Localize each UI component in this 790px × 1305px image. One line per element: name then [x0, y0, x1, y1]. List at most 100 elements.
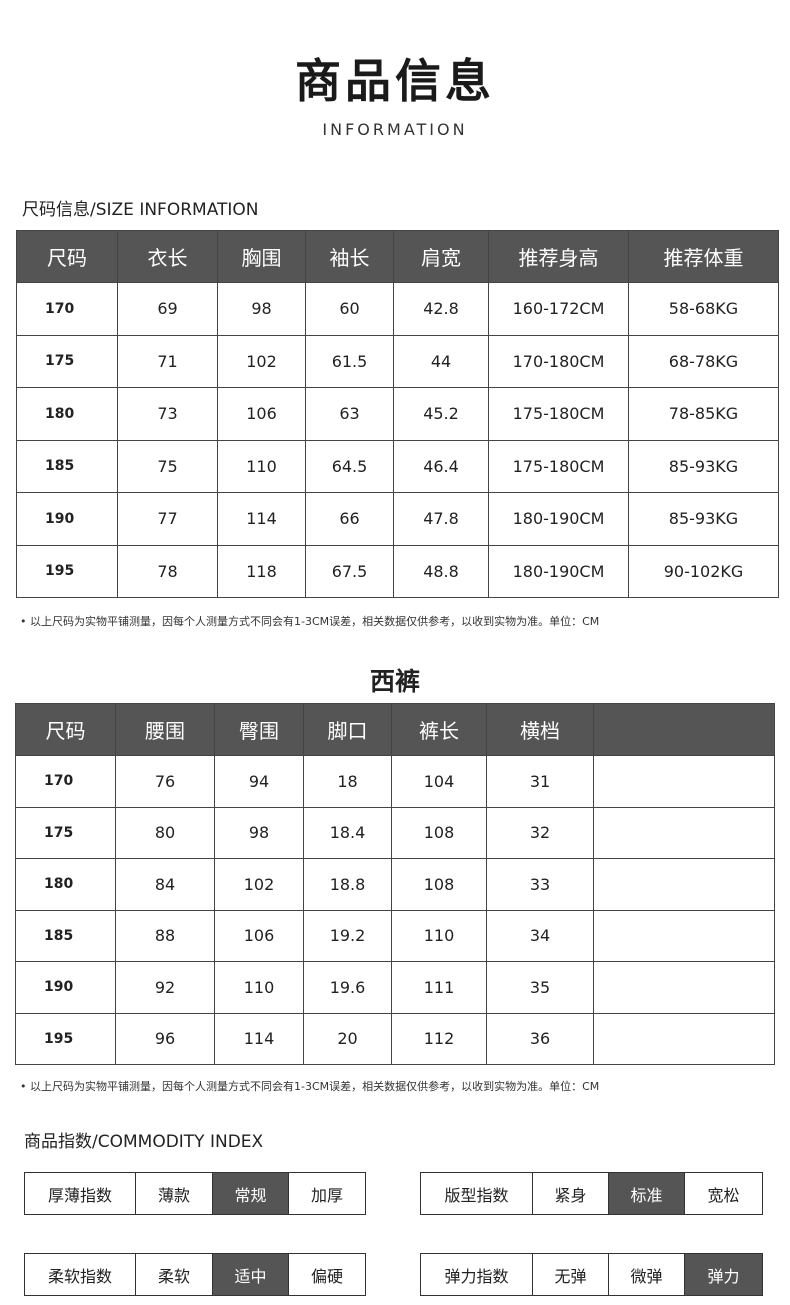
column-header: 臀围 [214, 703, 304, 756]
table-row: 190 77 114 66 47.8 180-190CM 85-93KG [16, 492, 779, 546]
column-header: 衣长 [117, 230, 218, 283]
table-cell: 180-190CM [488, 544, 629, 598]
table-cell: 96 [115, 1012, 215, 1065]
index-scale: 版型指数 紧身 标准 宽松 [420, 1172, 763, 1215]
table-cell: 114 [217, 492, 306, 546]
index-option: 无弹 [533, 1254, 609, 1295]
table-cell: 84 [115, 858, 215, 911]
table-row: 175 71 102 61.5 44 170-180CM 68-78KG [16, 334, 779, 388]
table-cell: 20 [303, 1012, 392, 1065]
column-header: 横档 [486, 703, 594, 756]
table-row: 170 69 98 60 42.8 160-172CM 58-68KG [16, 282, 779, 336]
index-option-selected: 标准 [609, 1173, 685, 1214]
table-cell: 80 [115, 806, 215, 859]
table-cell: 175-180CM [488, 439, 629, 493]
table-cell [593, 961, 775, 1014]
index-label: 版型指数 [421, 1173, 533, 1214]
table-cell: 185 [15, 909, 116, 962]
table-cell: 45.2 [393, 387, 489, 441]
table-cell [593, 909, 775, 962]
table-cell: 180-190CM [488, 492, 629, 546]
table-row: 195 96 114 20 112 36 [15, 1012, 775, 1065]
table-cell: 19.2 [303, 909, 392, 962]
table-cell: 112 [391, 1012, 487, 1065]
index-option-selected: 弹力 [685, 1254, 762, 1295]
index-label: 弹力指数 [421, 1254, 533, 1295]
table-cell: 98 [217, 282, 306, 336]
pants-title: 西裤 [369, 667, 420, 696]
table-cell [593, 755, 775, 808]
table-cell: 175 [15, 806, 116, 859]
table-cell: 106 [214, 909, 304, 962]
table-row: 180 73 106 63 45.2 175-180CM 78-85KG [16, 387, 779, 441]
table-cell: 85-93KG [628, 492, 779, 546]
table-cell: 98 [214, 806, 304, 859]
table-cell: 64.5 [305, 439, 394, 493]
index-scale: 厚薄指数 薄款 常规 加厚 [24, 1172, 366, 1215]
table-cell: 63 [305, 387, 394, 441]
table-cell: 190 [15, 961, 116, 1014]
table-cell: 68-78KG [628, 334, 779, 388]
table-cell: 110 [214, 961, 304, 1014]
table-row: 175 80 98 18.4 108 32 [15, 806, 775, 859]
table-cell: 61.5 [305, 334, 394, 388]
table-row: 170 76 94 18 104 31 [15, 755, 775, 808]
pants-table: 尺码 腰围 臀围 脚口 裤长 横档 170 76 94 18 104 31 175 80 98 18.4 108… [15, 703, 775, 1065]
table-cell: 42.8 [393, 282, 489, 336]
table-cell: 114 [214, 1012, 304, 1065]
table-header-row: 尺码 衣长 胸围 袖长 肩宽 推荐身高 推荐体重 [16, 230, 779, 283]
table-row: 180 84 102 18.8 108 33 [15, 858, 775, 911]
column-header: 肩宽 [393, 230, 489, 283]
table-cell: 35 [486, 961, 594, 1014]
table-cell: 110 [217, 439, 306, 493]
table-cell: 69 [117, 282, 218, 336]
column-header: 袖长 [305, 230, 394, 283]
table-cell: 48.8 [393, 544, 489, 598]
table-cell: 108 [391, 806, 487, 859]
table-cell: 78-85KG [628, 387, 779, 441]
index-option: 紧身 [533, 1173, 609, 1214]
size-table: 尺码 衣长 胸围 袖长 肩宽 推荐身高 推荐体重 170 69 98 60 42.8 160-172CM… [16, 230, 779, 598]
table-cell: 76 [115, 755, 215, 808]
table-cell: 18.4 [303, 806, 392, 859]
table-row: 195 78 118 67.5 48.8 180-190CM 90-102KG [16, 544, 779, 598]
column-header: 裤长 [391, 703, 487, 756]
table-cell: 73 [117, 387, 218, 441]
table-cell [593, 806, 775, 859]
table-cell: 175 [16, 334, 118, 388]
table-cell: 106 [217, 387, 306, 441]
table-cell: 46.4 [393, 439, 489, 493]
page-subtitle: INFORMATION [322, 120, 468, 139]
table-cell: 18.8 [303, 858, 392, 911]
table-cell: 108 [391, 858, 487, 911]
table-cell: 78 [117, 544, 218, 598]
column-header: 推荐身高 [488, 230, 629, 283]
table-cell: 66 [305, 492, 394, 546]
table-cell: 92 [115, 961, 215, 1014]
table-cell: 170 [15, 755, 116, 808]
table-cell: 32 [486, 806, 594, 859]
table-row: 190 92 110 19.6 111 35 [15, 961, 775, 1014]
table-cell: 19.6 [303, 961, 392, 1014]
index-section-label: 商品指数/COMMODITY INDEX [24, 1132, 264, 1152]
table-cell: 175-180CM [488, 387, 629, 441]
table-cell: 44 [393, 334, 489, 388]
column-header: 脚口 [303, 703, 392, 756]
table-cell: 180 [16, 387, 118, 441]
table-cell [593, 858, 775, 911]
table-cell: 170 [16, 282, 118, 336]
column-header [593, 703, 775, 756]
page-title: 商品信息 [295, 54, 495, 108]
table-cell: 88 [115, 909, 215, 962]
table-cell: 102 [217, 334, 306, 388]
index-option-selected: 常规 [213, 1173, 289, 1214]
table-cell: 31 [486, 755, 594, 808]
column-header: 尺码 [16, 230, 118, 283]
index-label: 厚薄指数 [25, 1173, 136, 1214]
table-cell: 170-180CM [488, 334, 629, 388]
table-cell: 190 [16, 492, 118, 546]
table-cell: 94 [214, 755, 304, 808]
size-section-label: 尺码信息/SIZE INFORMATION [22, 200, 259, 220]
table-cell [593, 1012, 775, 1065]
index-option: 加厚 [310, 1185, 343, 1205]
